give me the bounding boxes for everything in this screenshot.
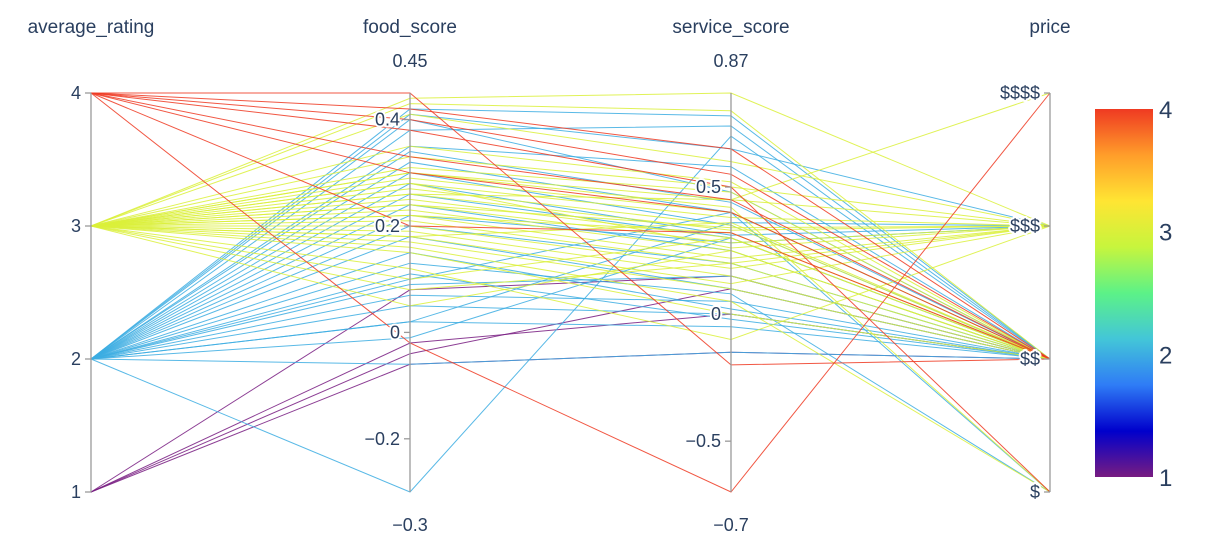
data-line [90,92,1051,360]
data-line [90,225,1051,360]
data-line [90,225,1051,291]
data-line [90,92,1051,493]
axis-food-score[interactable]: food_score 0.45 −0.3 −0.2 0 0.2 0.4 [362,17,457,535]
data-line [90,182,1051,249]
tick-label: $ [1030,482,1040,502]
axis-service-score[interactable]: service_score 0.87 −0.7 −0.5 0 0.5 [672,17,789,535]
axis-max-label: 0.87 [713,51,748,71]
data-line [90,150,1051,360]
axis-average-rating[interactable]: average_rating 1 2 3 4 [28,17,155,504]
data-line [90,161,1051,493]
tick-label: 4 [71,83,81,103]
axis-min-label: −0.3 [392,515,428,535]
data-line [90,252,1051,360]
colorbar-tick-label: 4 [1159,97,1172,124]
data-line [90,92,1051,360]
tick-label: 2 [71,349,81,369]
data-line [90,225,1051,360]
colorbar: 1 2 3 4 [1095,97,1172,492]
tick-label: $$$$ [1000,83,1040,103]
data-line [91,225,1051,269]
data-line [90,351,1051,365]
tick-label: 3 [71,216,81,236]
colorbar-gradient [1095,109,1153,477]
data-line [90,288,1051,493]
tick-label: 0 [390,322,400,342]
data-line [90,351,1051,493]
axis-max-label: 0.45 [392,51,427,71]
data-line [90,166,1051,360]
colorbar-tick-label: 1 [1159,465,1172,492]
data-line [90,225,1051,341]
colorbar-tick-label: 3 [1159,220,1172,247]
data-line [90,92,1051,360]
tick-label: 0.5 [696,177,721,197]
tick-label: 1 [71,482,81,502]
axes: average_rating 1 2 3 4 food_score 0.45 −0.3 −0.2… [28,17,1071,535]
data-line [90,225,1051,360]
tick-label: 0 [711,304,721,324]
axis-min-label: −0.7 [713,515,749,535]
axis-title: service_score [672,17,789,38]
data-line [90,220,1051,360]
axis-title: price [1029,17,1070,38]
data-line [90,92,1051,493]
data-line [90,225,1051,360]
axis-price[interactable]: price$$$$$$$$$$ [998,17,1071,504]
data-line [90,113,1051,227]
tick-label: −0.2 [364,429,400,449]
tick-label: $$$ [1010,216,1040,236]
axis-title: average_rating [28,17,155,38]
data-line [90,92,1051,360]
data-line [90,222,1051,360]
data-line [90,145,1051,360]
data-line [90,92,1051,360]
tick-label: 0.4 [375,110,400,130]
data-line [90,225,1051,360]
data-line [90,92,1051,227]
data-line [90,92,1051,227]
data-line [90,156,1051,227]
data-line [90,225,1051,493]
data-line [90,211,1051,360]
axis-title: food_score [363,17,457,38]
data-line [90,294,1051,360]
data-line [90,182,1051,360]
tick-label: 0.2 [375,216,400,236]
data-line [90,275,1051,493]
tick-label: $$ [1020,349,1040,369]
tick-label: −0.5 [685,431,721,451]
colorbar-tick-label: 2 [1159,342,1172,369]
data-line [90,172,1051,493]
data-lines [90,92,1051,493]
